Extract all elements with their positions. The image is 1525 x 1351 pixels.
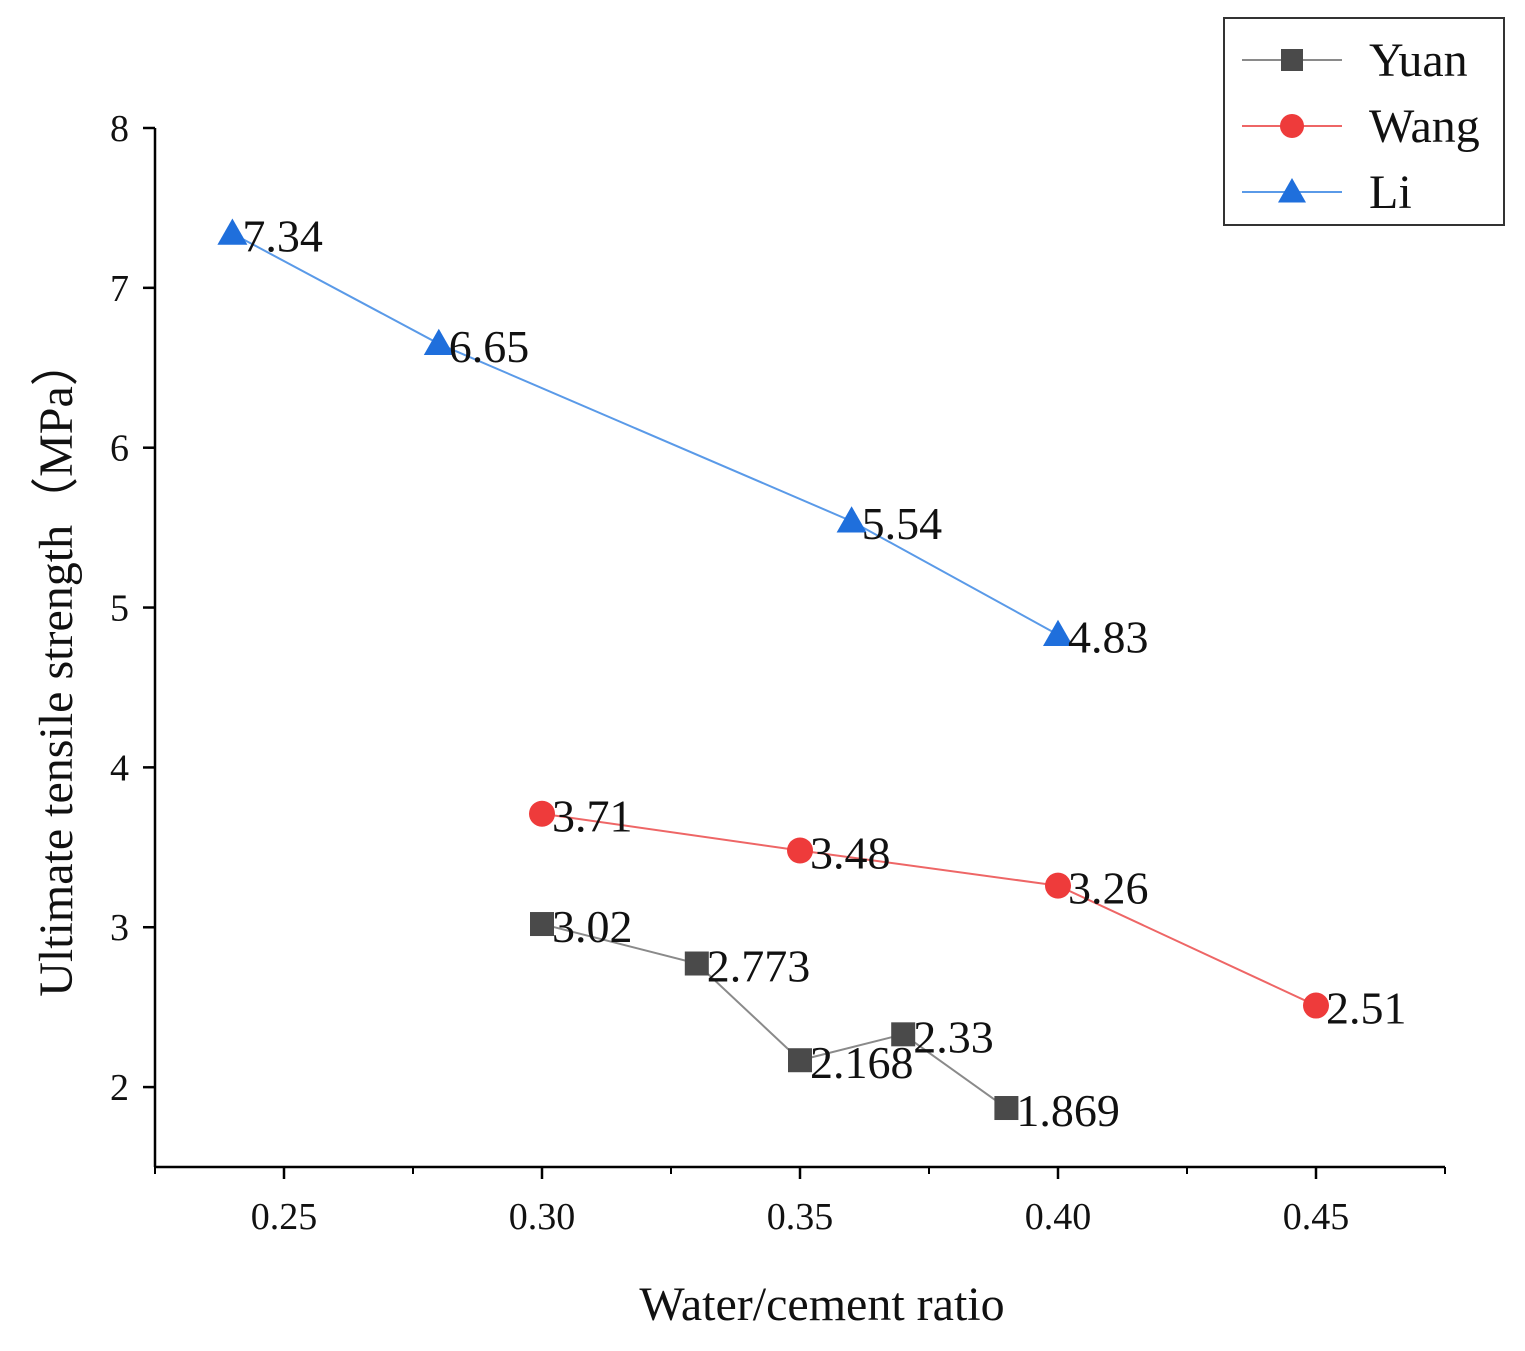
data-point-li xyxy=(836,506,867,533)
legend-marker-li xyxy=(1278,178,1306,203)
y-tick-label: 2 xyxy=(110,1067,129,1109)
y-tick-label: 7 xyxy=(110,268,129,310)
x-tick-label: 0.35 xyxy=(767,1196,834,1238)
data-label-wang: 3.48 xyxy=(810,828,891,879)
legend-label-yuan: Yuan xyxy=(1369,34,1468,87)
data-label-li: 6.65 xyxy=(449,321,530,372)
x-tick-label: 0.45 xyxy=(1283,1196,1350,1238)
data-point-yuan xyxy=(788,1048,812,1073)
data-label-wang: 2.51 xyxy=(1326,983,1407,1034)
legend-marker-yuan xyxy=(1281,49,1303,71)
x-axis-title: Water/cement ratio xyxy=(639,1278,1004,1331)
data-point-li xyxy=(1043,619,1073,646)
data-point-yuan xyxy=(530,912,554,937)
x-tick-label: 0.25 xyxy=(251,1196,318,1238)
legend-marker-wang xyxy=(1280,114,1304,138)
x-tick-label: 0.40 xyxy=(1025,1196,1092,1238)
legend-label-wang: Wang xyxy=(1369,100,1480,153)
data-point-wang xyxy=(1045,872,1071,899)
series-yuan xyxy=(530,912,1019,1121)
y-tick-label: 4 xyxy=(110,747,129,789)
series-line-li xyxy=(231,232,1059,636)
axes: 2 3 4 5 6 7 8 0.25 0.30 0.35 0.40 0.45 Water/cement … xyxy=(30,108,1446,1331)
data-point-yuan xyxy=(684,951,709,976)
data-point-li xyxy=(423,328,454,356)
legend-box xyxy=(1223,17,1505,226)
data-point-li xyxy=(217,218,248,245)
series-li xyxy=(217,218,1073,646)
data-point-yuan xyxy=(891,1022,916,1047)
y-tick-label: 3 xyxy=(110,907,129,949)
data-point-wang xyxy=(1303,992,1329,1019)
series-wang xyxy=(529,800,1329,1019)
legend-label-li: Li xyxy=(1369,166,1412,219)
y-axis-title: Ultimate tensile strength（MPa） xyxy=(30,338,83,997)
series-line-wang xyxy=(541,812,1317,1007)
y-tick-label: 8 xyxy=(110,108,129,150)
data-label-yuan: 2.168 xyxy=(810,1037,914,1088)
data-label-yuan: 3.02 xyxy=(552,901,633,952)
data-label-li: 5.54 xyxy=(862,498,943,549)
data-label-li: 4.83 xyxy=(1068,612,1149,663)
data-point-wang xyxy=(787,837,813,864)
data-label-li: 7.34 xyxy=(242,210,323,261)
data-label-yuan: 1.869 xyxy=(1016,1085,1120,1136)
legend: Yuan Wang Li xyxy=(1223,17,1505,226)
data-label-wang: 3.26 xyxy=(1068,863,1149,914)
y-tick-label: 5 xyxy=(110,588,129,630)
data-label-yuan: 2.773 xyxy=(707,941,811,992)
data-label-yuan: 2.33 xyxy=(913,1011,994,1062)
series-layer xyxy=(217,218,1329,1121)
y-tick-label: 6 xyxy=(110,428,129,470)
data-label-wang: 3.71 xyxy=(552,791,633,842)
x-tick-label: 0.30 xyxy=(509,1196,576,1238)
data-point-yuan xyxy=(994,1096,1019,1121)
data-point-wang xyxy=(529,800,555,827)
